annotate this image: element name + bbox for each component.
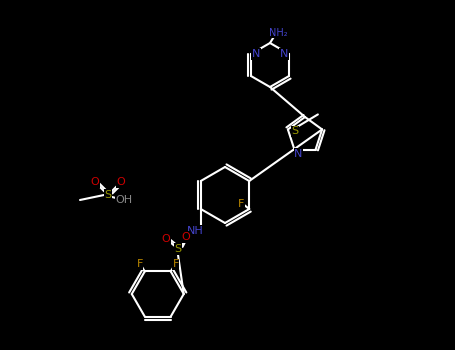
Text: N: N <box>294 148 303 159</box>
Text: N: N <box>252 49 260 59</box>
Text: NH: NH <box>187 226 203 236</box>
Text: OH: OH <box>116 195 132 205</box>
Text: S: S <box>291 126 298 136</box>
Text: F: F <box>172 259 179 270</box>
Text: F: F <box>238 199 244 209</box>
Text: S: S <box>174 244 181 254</box>
Text: N: N <box>280 49 288 59</box>
Text: NH₂: NH₂ <box>269 28 287 38</box>
Text: F: F <box>136 259 143 270</box>
Text: S: S <box>105 190 111 200</box>
Text: O: O <box>162 234 170 244</box>
Text: O: O <box>116 177 126 187</box>
Text: O: O <box>91 177 99 187</box>
Text: O: O <box>182 232 190 242</box>
